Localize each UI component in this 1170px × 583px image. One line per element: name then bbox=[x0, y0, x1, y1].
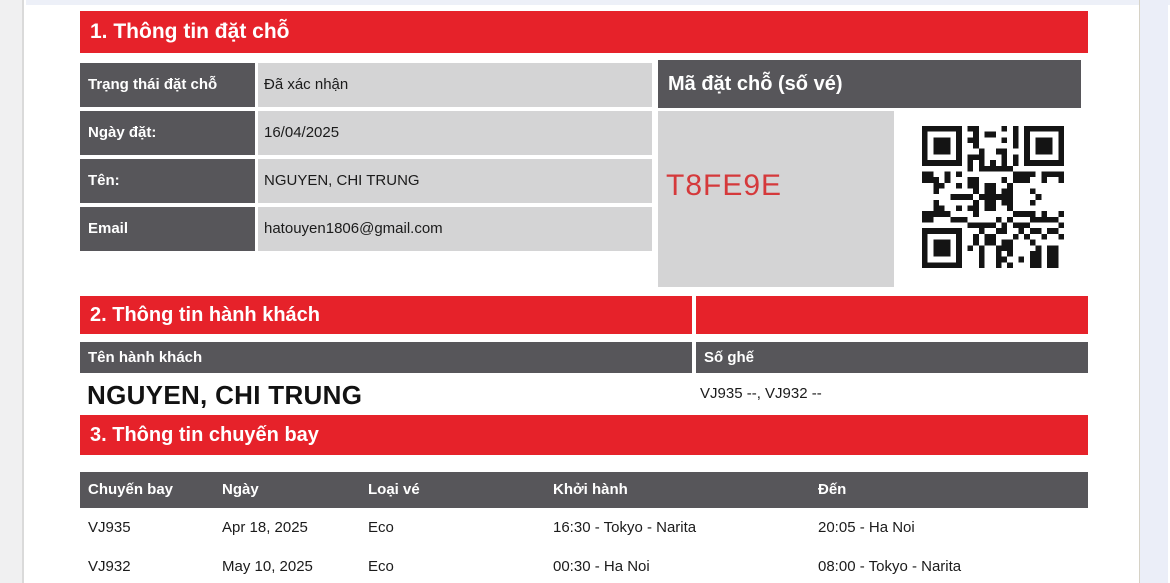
flight-fare: Eco bbox=[368, 519, 394, 536]
booking-email-label: Email bbox=[80, 207, 255, 251]
viewer-left-margin bbox=[0, 0, 24, 583]
booking-email-value: hatouyen1806@gmail.com bbox=[258, 207, 652, 251]
flight-row: VJ935 Apr 18, 2025 Eco 16:30 - Tokyo - N… bbox=[80, 508, 1088, 548]
section1-title: 1. Thông tin đặt chỗ bbox=[90, 20, 290, 43]
booking-date-label: Ngày đặt: bbox=[80, 111, 255, 155]
section3-title: 3. Thông tin chuyến bay bbox=[90, 424, 319, 446]
seat-header: Số ghế bbox=[696, 342, 1088, 373]
flight-departure: 00:30 - Ha Noi bbox=[553, 558, 650, 575]
booking-name-label: Tên: bbox=[80, 159, 255, 203]
section3-title-bar: 3. Thông tin chuyến bay bbox=[80, 415, 1088, 455]
viewer-right-margin bbox=[1139, 0, 1168, 583]
flight-fare: Eco bbox=[368, 558, 394, 575]
booking-code-cell: T8FE9E bbox=[658, 111, 894, 287]
qr-code bbox=[922, 126, 1064, 268]
flight-table-header: Chuyến bay Ngày Loại vé Khởi hành Đến bbox=[80, 472, 1088, 508]
section2-title-bar-right bbox=[696, 296, 1088, 334]
section1-title-bar: 1. Thông tin đặt chỗ bbox=[80, 11, 1088, 53]
col-departure: Khởi hành bbox=[553, 481, 628, 498]
booking-code-header: Mã đặt chỗ (số vé) bbox=[658, 60, 1081, 108]
col-date: Ngày bbox=[222, 481, 259, 498]
flight-departure: 16:30 - Tokyo - Narita bbox=[553, 519, 697, 536]
section2-title: 2. Thông tin hành khách bbox=[90, 304, 320, 326]
viewer-top-band bbox=[26, 0, 1170, 5]
col-arrival: Đến bbox=[818, 481, 847, 498]
flight-date: May 10, 2025 bbox=[222, 558, 313, 575]
flight-row: VJ932 May 10, 2025 Eco 00:30 - Ha Noi 08… bbox=[80, 549, 1088, 583]
col-flight: Chuyến bay bbox=[88, 481, 174, 498]
passenger-name: NGUYEN, CHI TRUNG bbox=[87, 380, 363, 410]
seat-numbers: VJ935 --, VJ932 -- bbox=[700, 385, 822, 402]
flight-date: Apr 18, 2025 bbox=[222, 519, 308, 536]
flight-number: VJ932 bbox=[88, 558, 131, 575]
booking-code: T8FE9E bbox=[666, 169, 783, 202]
booking-name-value: NGUYEN, CHI TRUNG bbox=[258, 159, 652, 203]
flight-arrival: 08:00 - Tokyo - Narita bbox=[818, 558, 962, 575]
booking-status-label: Trạng thái đặt chỗ bbox=[80, 63, 255, 107]
section2-title-bar: 2. Thông tin hành khách bbox=[80, 296, 692, 334]
booking-date-value: 16/04/2025 bbox=[258, 111, 652, 155]
flight-arrival: 20:05 - Ha Noi bbox=[818, 519, 915, 536]
col-fare: Loại vé bbox=[368, 481, 420, 498]
flight-number: VJ935 bbox=[88, 519, 131, 536]
passenger-name-header: Tên hành khách bbox=[80, 342, 692, 373]
booking-status-value: Đã xác nhận bbox=[258, 63, 652, 107]
